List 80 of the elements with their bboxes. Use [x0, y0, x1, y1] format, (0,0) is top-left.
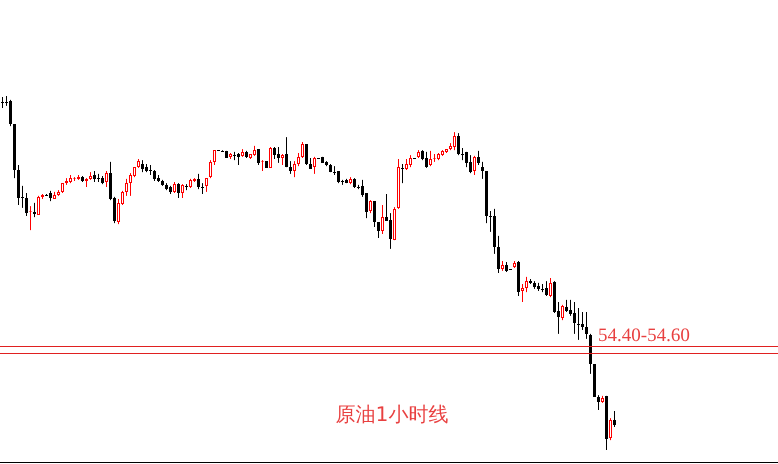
candlestick: [61, 182, 64, 194]
candlestick: [397, 158, 400, 210]
candlestick: [213, 150, 216, 166]
candlestick: [269, 146, 272, 168]
candlestick: [573, 302, 576, 334]
candlestick: [381, 204, 384, 235]
candlestick: [285, 136, 288, 168]
candlestick: [613, 410, 616, 428]
candlestick: [373, 200, 376, 228]
candlestick: [277, 146, 280, 164]
candlestick: [577, 308, 580, 340]
candlestick: [353, 178, 356, 189]
candlestick: [253, 145, 256, 156]
candlestick: [29, 206, 32, 231]
candlestick: [453, 132, 456, 151]
candlestick: [173, 182, 176, 194]
candlestick: [261, 160, 264, 172]
candlestick: [481, 161, 484, 180]
candlestick: [37, 195, 40, 216]
candlestick: [609, 418, 612, 441]
text: 原油1小时线: [336, 402, 448, 426]
candlestick: [561, 304, 564, 321]
candlestick: [33, 202, 36, 218]
candlestick: [309, 157, 312, 170]
candlestick: [425, 151, 428, 168]
candlestick: [201, 182, 204, 195]
candlestick: [301, 142, 304, 158]
candlestick: [305, 144, 308, 166]
candlestick: [525, 276, 528, 293]
candlestick: [477, 150, 480, 166]
candlestick: [433, 154, 436, 162]
candlestick: [585, 311, 588, 340]
candlestick: [181, 184, 184, 198]
candlestick: [153, 169, 156, 182]
candlestick: [549, 277, 552, 298]
candlestick: [337, 170, 340, 184]
candlestick: [125, 178, 128, 196]
candlestick: [501, 260, 504, 272]
candlestick: [545, 280, 548, 297]
candlestick: [313, 156, 316, 174]
candlestick: [197, 173, 200, 190]
candlestick: [469, 154, 472, 174]
candlestick: [257, 148, 260, 166]
candlestick: [1, 96, 4, 109]
candlestick: [149, 164, 152, 176]
candlestick: [93, 170, 96, 183]
candlestick: [189, 178, 192, 189]
candlestick: [377, 222, 380, 238]
candlestick: [405, 158, 408, 170]
candlestick: [369, 200, 372, 214]
candlestick: [597, 394, 600, 410]
candlestick: [25, 192, 28, 217]
candlestick: [205, 178, 208, 192]
candlestick: [457, 132, 460, 156]
candlestick: [473, 155, 476, 176]
candlestick: [581, 311, 584, 330]
candlestick: [409, 154, 412, 168]
candlestick: [177, 182, 180, 198]
candlestick: [289, 160, 292, 174]
candlestick: [521, 283, 524, 303]
candlestick: [429, 150, 432, 167]
candlestick: [393, 206, 396, 241]
candlestick: [237, 152, 240, 166]
candlestick: [293, 160, 296, 178]
candlestick: [273, 146, 276, 160]
candlestick: [9, 99, 12, 127]
candlestick: [105, 170, 108, 188]
candlestick: [461, 148, 464, 161]
candlestick: [49, 190, 52, 202]
candlestick: [389, 212, 392, 250]
candlestick: [297, 152, 300, 167]
candlestick: [505, 262, 508, 272]
annotation: 54.40-54.60: [598, 324, 690, 346]
candlestick: [565, 299, 568, 312]
candlestick: [497, 235, 500, 274]
candlestick: [401, 163, 404, 184]
candlestick: [465, 151, 468, 168]
candlestick: [281, 154, 284, 166]
candlestick: [141, 160, 144, 173]
candlestick: [209, 160, 212, 179]
